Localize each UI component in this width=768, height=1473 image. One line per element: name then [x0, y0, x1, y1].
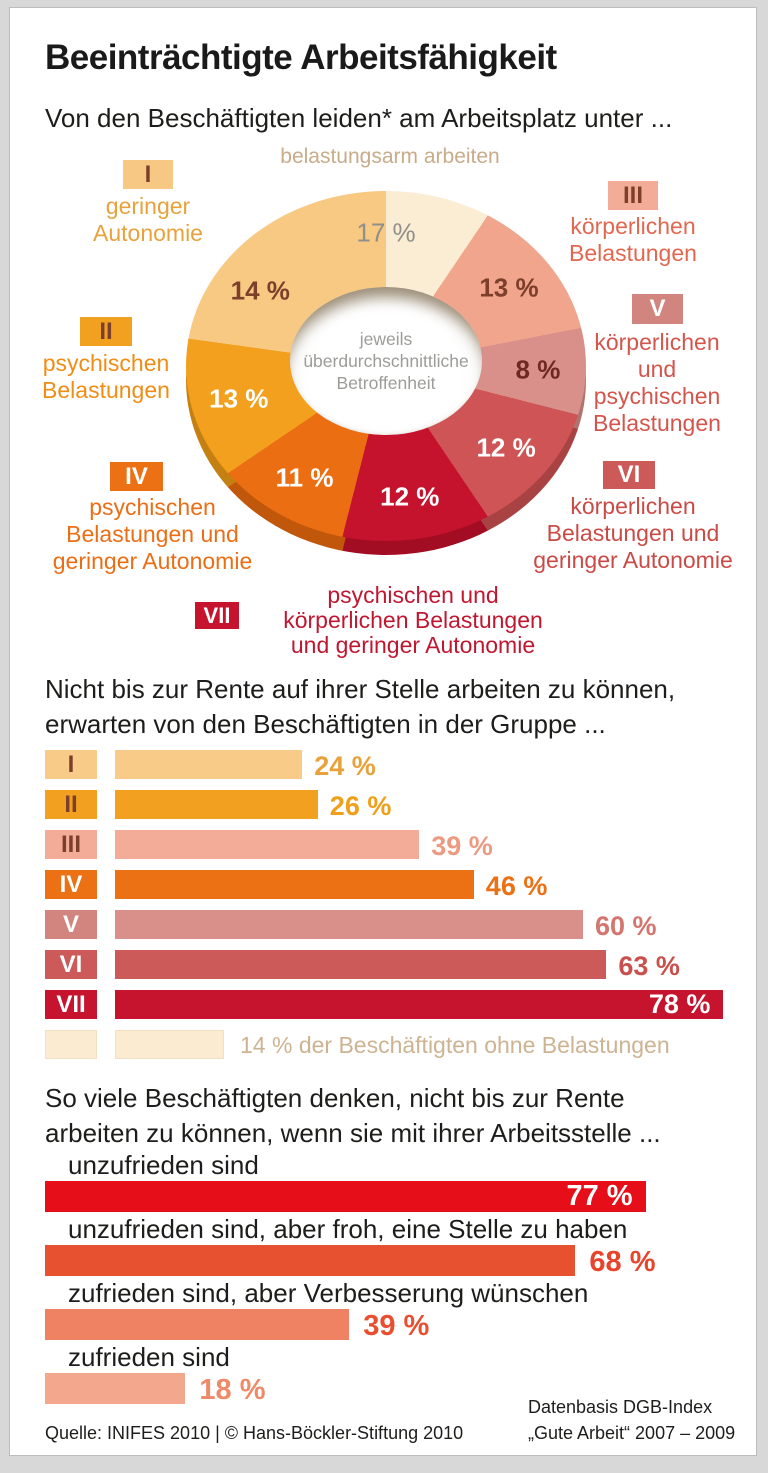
legend-badge-I: I [123, 160, 173, 189]
mid-row-value-I: 24 % [314, 751, 376, 781]
bottom-row-label-4: zufrieden sind [68, 1342, 230, 1372]
bottom-row-value-2: 68 % [589, 1246, 656, 1278]
bottom-chart-title-line1: So viele Beschäftigten denken, nicht bis… [45, 1083, 625, 1113]
mid-row-bar-III [115, 830, 420, 859]
mid-row-badge-VI: VI [45, 950, 97, 979]
mid-row-bar-VII: 78 % [115, 989, 724, 1019]
bottom-row-bar-2 [45, 1245, 576, 1276]
bottom-row-bar-3 [45, 1309, 350, 1340]
mid-row-badge-V: V [45, 910, 97, 939]
bottom-row-label-1: unzufrieden sind [68, 1150, 259, 1180]
donut-value-II: 13 % [209, 383, 269, 414]
mid-row-bar-none [115, 1030, 225, 1059]
databasis-line2: „Gute Arbeit“ 2007 – 2009 [528, 1423, 736, 1443]
mid-row-badge-I: I [45, 750, 97, 779]
bottom-row-value-3: 39 % [363, 1310, 430, 1342]
mid-row-bar-II [115, 790, 318, 819]
donut-value-VII: 12 % [380, 481, 440, 512]
mid-row-badge-III: III [45, 830, 97, 859]
legend-badge-II: II [80, 317, 132, 346]
bottom-row-bar-1: 77 % [45, 1180, 646, 1212]
source-credit: Quelle: INIFES 2010 | © Hans-Böckler-Sti… [45, 1423, 464, 1443]
bottom-row-label-2: unzufrieden sind, aber froh, eine Stelle… [68, 1214, 628, 1244]
mid-row-badge-VII: VII [45, 990, 97, 1019]
mid-chart-title-line1: Nicht bis zur Rente auf ihrer Stelle arb… [45, 674, 676, 704]
mid-chart-title-line2: erwarten von den Beschäftigten in der Gr… [45, 709, 606, 739]
legend-label-II: psychischen Belastungen [42, 350, 170, 403]
legend-badge-III: III [608, 181, 658, 210]
mid-row-value-V: 60 % [595, 911, 657, 941]
mid-row-value-II: 26 % [329, 791, 392, 821]
donut-value-V: 8 % [515, 354, 561, 385]
legend-label-V: körperlichen und psychischen Belastungen [593, 329, 721, 436]
legend-label-VII: psychischen und körperlichen Belastungen… [283, 582, 543, 658]
mid-row-bar-I [115, 750, 303, 779]
donut-value-VI: 12 % [476, 432, 536, 463]
databasis-line1: Datenbasis DGB-Index [528, 1397, 713, 1417]
mid-row-bar-VI [115, 950, 607, 979]
mid-row-value-VII: 78 % [648, 989, 711, 1019]
mid-row-value-IV: 46 % [485, 871, 548, 901]
page-title: Beeinträchtigte Arbeitsfähigkeit [45, 38, 557, 77]
legend-label-III: körperlichen Belastungen [569, 213, 697, 266]
legend-badge-IV: IV [110, 462, 163, 491]
legend-label-VI: körperlichen Belastungen und geringer Au… [533, 493, 733, 573]
mid-row-footnote-text: 14 % der Beschäftigten ohne Belastungen [240, 1032, 670, 1058]
bottom-row-label-3: zufrieden sind, aber Verbesserung wünsch… [68, 1278, 589, 1308]
bottom-row-bar-4 [45, 1373, 186, 1404]
mid-row-bar-IV [115, 870, 474, 899]
mid-row-badge-none [45, 1030, 97, 1059]
donut-chart-title: Von den Beschäftigten leiden* am Arbeits… [45, 103, 673, 133]
bottom-row-value-1: 77 % [566, 1180, 633, 1212]
donut-segment-label-belastungsarm: belastungsarm arbeiten [280, 145, 500, 168]
mid-row-value-VI: 63 % [618, 951, 680, 981]
mid-row-value-III: 39 % [431, 831, 493, 861]
mid-row-bar-V [115, 910, 583, 939]
legend-badge-VI: VI [603, 461, 655, 489]
legend-label-I: geringer Autonomie [93, 193, 203, 246]
donut-center-annotation: jeweils überdurchschnittliche Betroffenh… [303, 329, 469, 393]
donut-hole [290, 287, 482, 435]
bottom-row-value-4: 18 % [199, 1374, 266, 1406]
legend-badge-V: V [632, 294, 683, 324]
mid-row-badge-II: II [45, 790, 97, 819]
legend-badge-VII: VII [195, 602, 239, 629]
donut-value-III: 13 % [479, 272, 539, 303]
donut-value-I: 14 % [230, 275, 290, 306]
donut-value-none: 17 % [356, 217, 416, 248]
legend-label-IV: psychischen Belastungen und geringer Aut… [52, 494, 253, 574]
bottom-chart-title-line2: arbeiten zu können, wenn sie mit ihrer A… [45, 1118, 661, 1148]
donut-value-IV: 11 % [275, 462, 334, 493]
mid-row-badge-IV: IV [45, 870, 97, 899]
